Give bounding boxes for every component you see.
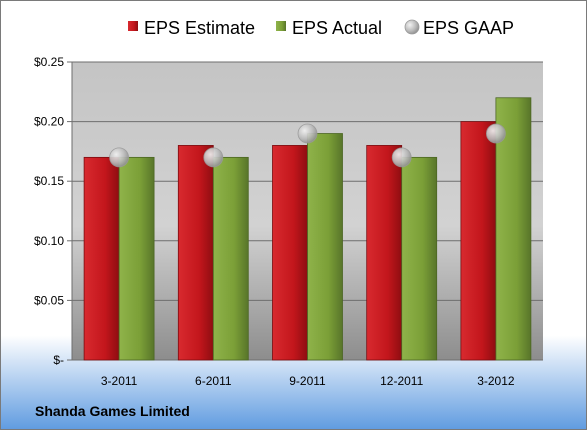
bar-eps-estimate <box>460 121 497 361</box>
bar-eps-actual <box>307 133 343 361</box>
x-tick-label: 6-2011 <box>195 374 232 388</box>
bar-eps-estimate <box>83 156 120 361</box>
x-tick-label: 3-2012 <box>477 374 515 388</box>
gaap-marker <box>297 123 318 144</box>
legend-label: EPS GAAP <box>423 18 514 38</box>
gaap-marker <box>109 147 129 168</box>
bars <box>83 97 532 361</box>
legend-label: EPS Estimate <box>144 18 255 38</box>
bar-eps-estimate <box>272 145 308 361</box>
y-tick-label: $0.10 <box>34 234 64 248</box>
bar-eps-actual <box>212 156 249 361</box>
gaap-markers <box>109 123 506 168</box>
legend-item: EPS Estimate <box>128 18 255 38</box>
gaap-marker <box>391 147 412 168</box>
y-tick-label: $0.15 <box>34 174 64 188</box>
legend: EPS Estimate EPS Actual EPS GAAP <box>128 18 514 38</box>
legend-label: EPS Actual <box>292 18 382 38</box>
y-tick-label: $0.25 <box>34 55 64 69</box>
axes: $- $0.05 $0.10 $0.15 $0.20 $0.25 3-2011 6-2011 9… <box>34 55 515 388</box>
x-tick-label: 9-2011 <box>289 374 326 388</box>
y-tick-label: $- <box>53 353 64 367</box>
legend-marker <box>404 19 420 35</box>
legend-swatch <box>276 21 286 31</box>
bar-eps-estimate <box>366 145 403 361</box>
company-name: Shanda Games Limited <box>35 403 190 419</box>
legend-item: EPS GAAP <box>404 18 514 38</box>
x-tick-label: 12-2011 <box>380 374 423 388</box>
y-tick-label: $0.20 <box>34 115 64 129</box>
gaap-marker <box>485 123 506 144</box>
y-tick-label: $0.05 <box>34 293 64 307</box>
bar-eps-estimate <box>177 145 214 361</box>
bar-eps-actual <box>401 156 438 361</box>
x-tick-label: 3-2011 <box>101 374 138 388</box>
bar-eps-actual <box>118 156 155 361</box>
gaap-marker <box>203 147 224 168</box>
legend-item: EPS Actual <box>276 18 382 38</box>
legend-swatch <box>128 21 138 31</box>
